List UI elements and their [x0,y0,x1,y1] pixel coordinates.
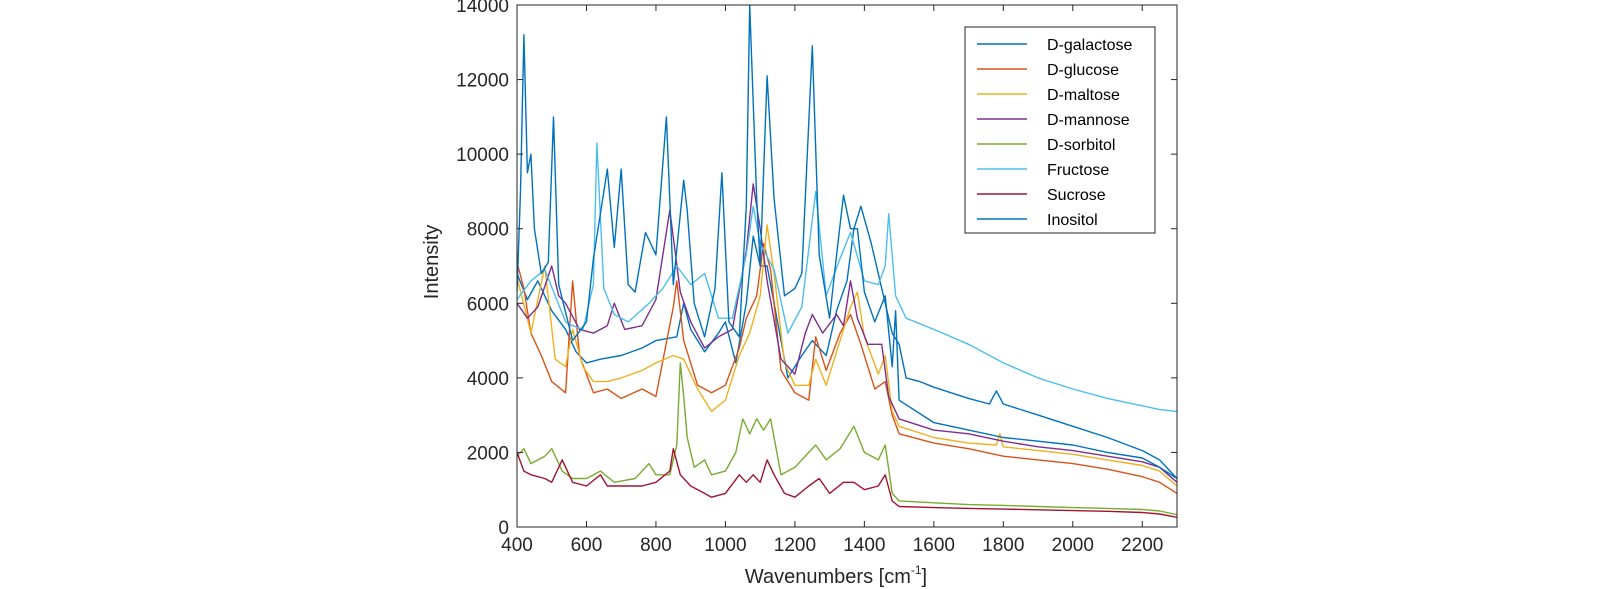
axes-box [516,4,1178,528]
y-tick-label: 12000 [456,71,509,92]
y-tick-label: 0 [498,518,509,539]
series-line-d-sorbitol [517,362,1177,516]
x-tick-label: 2000 [1052,535,1094,556]
y-tick-label: 14000 [456,0,509,17]
x-axis-title-close: ] [922,566,928,588]
y-axis-title: Intensity [421,225,443,299]
x-tick-label: 800 [640,535,672,556]
legend-label-d-glucose: D-glucose [1047,62,1119,79]
series-line-inositol [517,5,1177,480]
series-line-d-maltose [517,224,1177,487]
y-tick-label: 10000 [456,145,509,166]
legend-label-inositol: Inositol [1047,212,1098,229]
x-tick-label: 400 [501,535,533,556]
x-tick-label: 1800 [982,535,1024,556]
series-line-sucrose [517,448,1177,518]
x-tick-label: 1400 [843,535,885,556]
x-tick-label: 1600 [913,535,955,556]
y-tick-label: 2000 [467,443,509,464]
x-tick-label: 1000 [704,535,746,556]
x-tick-label: 600 [571,535,603,556]
legend-box [964,26,1156,234]
series-line-d-mannose [517,183,1177,483]
legend-label-d-mannose: D-mannose [1047,112,1130,129]
x-axis-title-superscript: -1 [911,563,922,577]
series-group [517,5,1177,518]
legend-label-d-maltose: D-maltose [1047,87,1120,104]
y-tick-label: 6000 [467,294,509,315]
y-tick-label: 8000 [467,220,509,241]
x-axis-title: Wavenumbers [cm-1] [745,563,927,588]
x-axis-title-main: Wavenumbers [cm [745,566,911,588]
x-tick-label: 1200 [774,535,816,556]
legend-label-fructose: Fructose [1047,162,1109,179]
legend-label-sucrose: Sucrose [1047,187,1106,204]
series-line-d-galactose [517,205,1177,479]
plot-area [517,5,1177,518]
legend-label-d-sorbitol: D-sorbitol [1047,137,1115,154]
legend-label-d-galactose: D-galactose [1047,37,1132,54]
axes: 400 600 800 1000 1200 1400 1600 1800 2000 2200 0 20… [456,0,1178,556]
series-line-fructose [517,142,1177,413]
legend: D-galactose D-glucose D-maltose D-mannose D-… [964,26,1156,234]
y-tick-label: 4000 [467,369,509,390]
x-tick-label: 2200 [1121,535,1163,556]
